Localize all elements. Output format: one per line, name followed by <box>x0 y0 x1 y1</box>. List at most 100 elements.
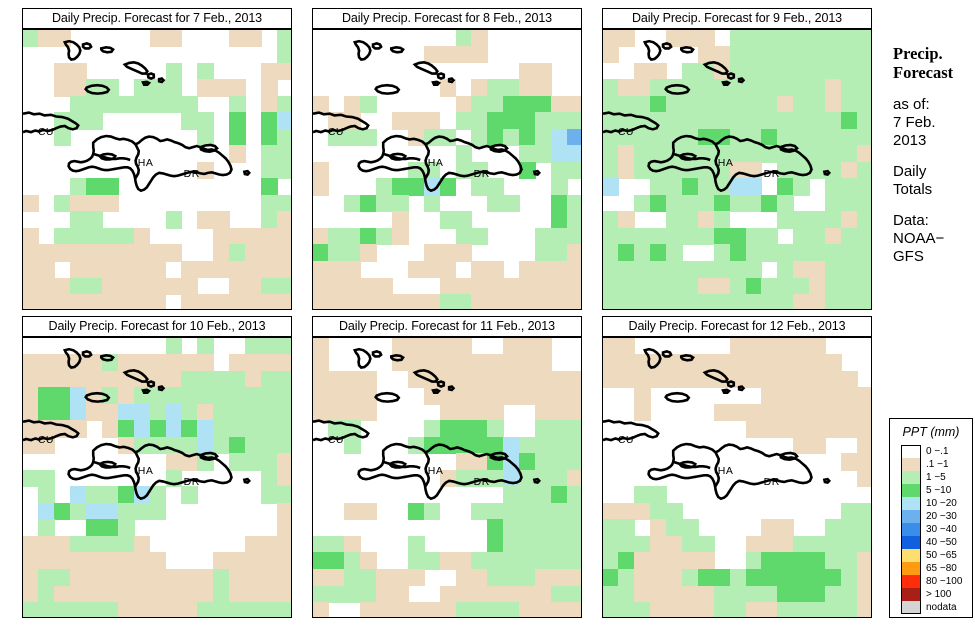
precip-cell <box>729 128 747 147</box>
precip-cell <box>328 128 346 147</box>
precip-cell <box>344 370 362 388</box>
precip-cell <box>133 244 151 262</box>
precip-cell <box>809 244 826 262</box>
precip-cell <box>713 161 731 180</box>
panel-title: Daily Precip. Forecast for 7 Feb., 2013 <box>22 8 292 29</box>
precip-cell <box>745 535 763 554</box>
precip-cell <box>534 145 552 163</box>
precip-cell <box>102 602 119 617</box>
precip-cell <box>777 585 794 603</box>
precip-cell <box>38 469 56 488</box>
precip-cell <box>117 261 135 279</box>
precip-cell <box>23 569 40 587</box>
precip-cell <box>344 128 362 147</box>
precip-cell <box>618 30 636 47</box>
precip-cell <box>634 552 652 570</box>
precip-cell <box>149 294 167 309</box>
precip-cell <box>603 338 620 355</box>
precip-cell <box>713 46 731 64</box>
precip-cell <box>666 79 683 97</box>
precip-cell <box>38 519 56 537</box>
precip-cell <box>70 79 87 97</box>
precip-cell <box>54 244 72 262</box>
precip-cell <box>165 602 183 617</box>
precip-cell <box>618 161 636 180</box>
precip-cell <box>244 338 262 355</box>
precip-cell <box>23 436 40 455</box>
precip-cell <box>423 552 441 570</box>
precipitation-map[interactable]: CU HA DR <box>602 29 872 310</box>
precip-cell <box>86 227 103 246</box>
precipitation-map[interactable]: CU HA DR <box>312 337 582 618</box>
precip-cell <box>634 486 652 504</box>
precip-cell <box>487 469 504 488</box>
precip-cell <box>54 294 72 309</box>
precip-cell <box>23 194 40 213</box>
precip-cell <box>313 569 330 587</box>
precip-cell <box>54 602 72 617</box>
precip-cell <box>603 211 620 229</box>
precip-cell <box>149 502 167 521</box>
precip-cell <box>407 261 425 279</box>
precip-cell <box>566 211 581 229</box>
precip-cell <box>840 95 858 114</box>
precip-cell <box>102 552 119 570</box>
precip-cell <box>165 569 183 587</box>
precip-cell <box>666 277 683 295</box>
precip-cell <box>761 46 779 64</box>
precip-cell <box>471 161 489 180</box>
precip-cell <box>650 519 667 537</box>
precip-cell <box>313 403 330 422</box>
precip-cell <box>603 277 620 295</box>
precip-cell <box>824 112 842 130</box>
precip-cell <box>503 602 520 617</box>
precip-cell <box>276 30 291 47</box>
precip-cell <box>618 602 636 617</box>
precip-cell <box>761 370 779 388</box>
precip-cell <box>23 535 40 554</box>
precipitation-map[interactable]: CU HA DR <box>602 337 872 618</box>
precip-cell <box>149 79 167 97</box>
precip-cell <box>313 277 330 295</box>
precip-cell <box>566 486 581 504</box>
precip-cell <box>840 227 858 246</box>
precip-cell <box>534 244 552 262</box>
precip-cell <box>682 30 699 47</box>
precip-cell <box>761 535 779 554</box>
precip-cell <box>634 370 652 388</box>
precip-cell <box>618 277 636 295</box>
precip-cell <box>229 453 246 471</box>
precip-cell <box>439 354 457 372</box>
precipitation-legend: PPT (mm) 0 −.1.1 −1 1 −5 5 −10 10 −20 20 −30… <box>889 418 973 618</box>
precip-cell <box>809 338 826 355</box>
precip-cell <box>856 178 871 196</box>
precip-cell <box>407 502 425 521</box>
precip-cell <box>260 370 278 388</box>
precip-cell <box>793 294 810 309</box>
precip-cell <box>745 602 763 617</box>
precipitation-map[interactable]: CU HA DR <box>22 29 292 310</box>
precip-cell <box>471 453 489 471</box>
precip-cell <box>229 112 246 130</box>
precip-cell <box>603 178 620 196</box>
precip-cell <box>229 436 246 455</box>
precip-cell <box>650 161 667 180</box>
precip-cell <box>455 46 473 64</box>
precip-cell <box>503 486 520 504</box>
precip-cell <box>229 244 246 262</box>
precip-cell <box>519 112 536 130</box>
precip-cell <box>566 112 581 130</box>
precip-cell <box>407 602 425 617</box>
precip-cell <box>23 585 40 603</box>
precip-cell <box>713 128 731 147</box>
precipitation-map[interactable]: CU HA DR <box>22 337 292 618</box>
legend-swatch <box>901 510 921 523</box>
precip-cell <box>666 569 683 587</box>
legend-row: 5 −10 <box>901 484 962 497</box>
precip-cell <box>519 602 536 617</box>
precip-cell <box>360 602 377 617</box>
precip-cell <box>70 194 87 213</box>
precip-cell <box>503 569 520 587</box>
precipitation-map[interactable]: CU HA DR <box>312 29 582 310</box>
precip-cell <box>117 552 135 570</box>
